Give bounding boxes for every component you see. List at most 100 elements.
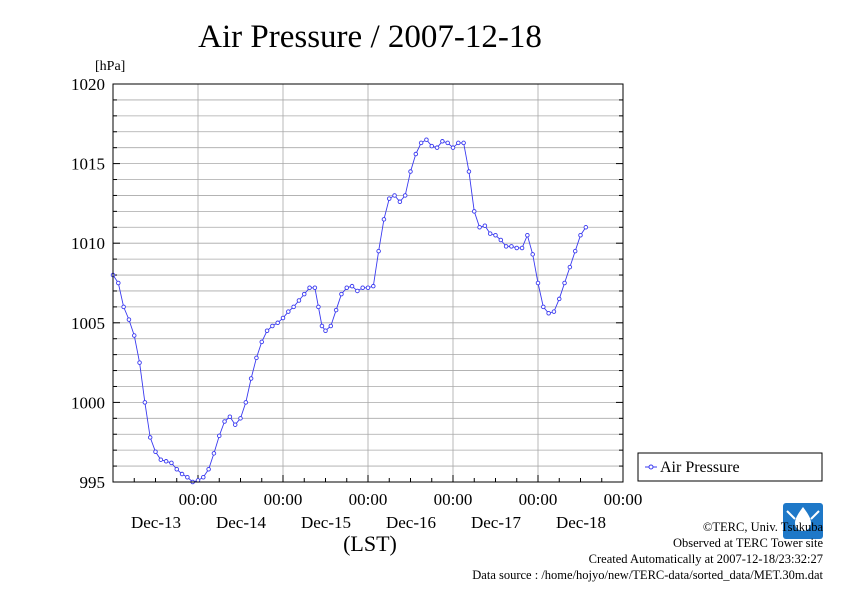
chart-title: Air Pressure / 2007-12-18	[198, 19, 542, 55]
data-point	[440, 139, 445, 144]
data-point	[296, 298, 302, 303]
x-tick-date: Dec-17	[471, 513, 522, 532]
data-point	[137, 360, 142, 365]
data-point	[259, 339, 265, 345]
data-point	[519, 245, 525, 251]
data-point	[121, 304, 126, 310]
data-point	[557, 296, 562, 302]
data-point	[142, 400, 148, 405]
data-point	[541, 304, 546, 310]
data-point	[307, 285, 312, 291]
y-tick-label: 1005	[71, 314, 105, 333]
data-point	[487, 231, 493, 236]
data-point	[339, 291, 344, 297]
data-point	[302, 291, 307, 297]
legend-box	[637, 452, 823, 482]
data-point	[254, 355, 259, 361]
data-point	[355, 288, 360, 294]
x-tick-date: Dec-14	[216, 513, 267, 532]
data-point	[286, 309, 291, 314]
terc-logo: TERC	[783, 503, 823, 539]
data-point	[514, 245, 520, 251]
data-point	[546, 310, 551, 316]
data-point	[572, 248, 578, 254]
legend: Air Pressure	[637, 452, 823, 482]
data-point	[387, 196, 392, 201]
data-point	[567, 264, 573, 270]
y-axis-label: [hPa]	[95, 59, 125, 74]
data-point	[264, 328, 270, 334]
data-point	[169, 460, 174, 466]
legend-label: Air Pressure	[660, 459, 740, 476]
credit-copyright: ©TERC, Univ. Tsukuba	[702, 520, 823, 534]
series-line	[112, 139, 587, 483]
y-tick-label: 1020	[71, 75, 105, 94]
data-point	[174, 467, 179, 472]
x-tick-date: Dec-13	[131, 513, 181, 532]
data-point	[333, 307, 339, 313]
data-point	[583, 225, 589, 230]
data-point	[466, 169, 472, 174]
data-point	[461, 140, 466, 146]
data-point	[535, 280, 541, 286]
x-tick-date: Dec-16	[386, 513, 436, 532]
data-point	[472, 209, 477, 214]
data-point	[126, 317, 132, 322]
legend-marker	[648, 464, 654, 470]
data-point	[429, 143, 435, 149]
series-air-pressure	[110, 137, 589, 485]
data-point	[312, 285, 318, 291]
data-point	[275, 320, 280, 326]
data-point	[216, 433, 222, 439]
data-point	[365, 285, 371, 291]
x-axis-label: (LST)	[343, 531, 397, 556]
data-point	[503, 244, 509, 249]
data-point	[413, 151, 419, 157]
data-point	[280, 315, 286, 321]
plot-frame	[112, 83, 624, 483]
data-point	[158, 457, 164, 462]
data-point	[408, 169, 413, 174]
data-point	[179, 471, 185, 477]
x-tick-time: 00:00	[179, 490, 218, 509]
data-point	[525, 232, 530, 238]
x-tick-time: 00:00	[604, 490, 643, 509]
data-point	[270, 323, 275, 329]
y-tick-label: 1000	[71, 393, 105, 412]
data-point	[371, 283, 376, 289]
data-point	[131, 333, 137, 338]
data-point	[291, 304, 296, 310]
data-point	[211, 451, 217, 456]
y-tick-label: 1015	[71, 155, 105, 174]
data-point	[319, 323, 325, 329]
y-tick-label: 995	[80, 473, 106, 492]
credit-source: Data source : /home/hojyo/new/TERC-data/…	[472, 568, 823, 582]
data-point	[360, 285, 365, 291]
x-ticks: 00:00 Dec-13 00:00 Dec-14 00:00 Dec-15 00:00 De…	[131, 475, 642, 532]
data-point	[163, 459, 169, 464]
grid	[113, 84, 624, 482]
data-point	[328, 323, 334, 329]
data-point	[323, 328, 328, 334]
credit-observed: Observed at TERC Tower site	[672, 536, 823, 550]
x-tick-time: 00:00	[519, 490, 558, 509]
credits: ©TERC, Univ. Tsukuba Observed at TERC To…	[472, 519, 823, 583]
data-point	[424, 137, 429, 142]
x-tick-time: 00:00	[349, 490, 388, 509]
x-tick-date: Dec-15	[301, 513, 351, 532]
data-point	[349, 283, 355, 289]
data-point	[344, 285, 350, 291]
logo-text: TERC	[793, 532, 812, 539]
data-point	[376, 248, 381, 254]
data-point	[509, 244, 514, 249]
data-point	[477, 225, 482, 230]
data-point	[147, 435, 153, 440]
data-point	[222, 419, 227, 424]
data-point	[243, 400, 249, 405]
credit-created: Created Automatically at 2007-12-18/23:3…	[588, 552, 823, 566]
data-point	[450, 145, 456, 150]
x-tick-time: 00:00	[264, 490, 303, 509]
data-point	[578, 232, 583, 238]
data-point	[456, 140, 461, 146]
